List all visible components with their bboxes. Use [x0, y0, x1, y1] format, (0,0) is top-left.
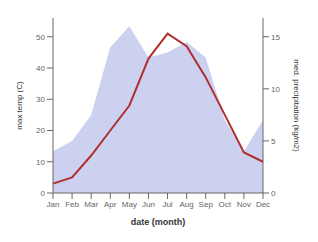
svg-text:15: 15 [271, 33, 280, 42]
svg-text:5: 5 [271, 137, 276, 146]
svg-text:date (month): date (month) [131, 217, 186, 227]
svg-text:max temp (C): max temp (C) [15, 81, 24, 130]
svg-text:Sep: Sep [199, 200, 214, 209]
svg-text:Aug: Aug [180, 200, 194, 209]
svg-text:Feb: Feb [65, 200, 79, 209]
svg-text:Dec: Dec [256, 200, 270, 209]
svg-text:Apr: Apr [104, 200, 117, 209]
svg-text:Jun: Jun [142, 200, 155, 209]
svg-text:Jan: Jan [47, 200, 60, 209]
svg-text:10: 10 [36, 158, 45, 167]
svg-text:50: 50 [36, 33, 45, 42]
svg-text:Mar: Mar [84, 200, 98, 209]
svg-text:May: May [122, 200, 137, 209]
svg-text:med. precipitation (kg/m2): med. precipitation (kg/m2) [292, 59, 301, 152]
svg-text:30: 30 [36, 95, 45, 104]
svg-text:40: 40 [36, 64, 45, 73]
svg-text:0: 0 [271, 189, 276, 198]
svg-text:Oct: Oct [219, 200, 232, 209]
svg-text:10: 10 [271, 85, 280, 94]
svg-text:0: 0 [41, 189, 46, 198]
svg-text:20: 20 [36, 126, 45, 135]
svg-text:Nov: Nov [237, 200, 251, 209]
svg-text:Jul: Jul [162, 200, 172, 209]
